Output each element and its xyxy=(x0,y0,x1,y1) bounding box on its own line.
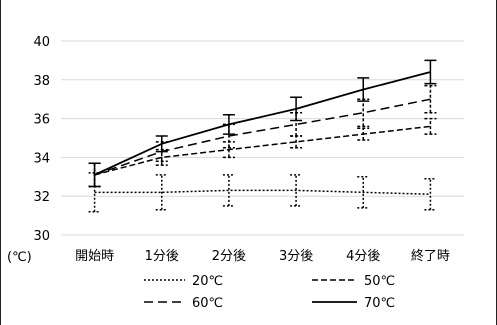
error-bar xyxy=(357,176,370,209)
error-bar xyxy=(88,162,101,188)
error-bar xyxy=(155,174,168,211)
series-line xyxy=(94,125,431,176)
y-axis: 30 32 34 36 38 40 xyxy=(33,35,50,244)
x-tick-label: 終了時 xyxy=(411,248,450,264)
y-tick-label: 34 xyxy=(33,151,50,166)
series-60 xyxy=(88,84,437,188)
legend-label: 20℃ xyxy=(192,274,223,289)
y-tick-label: 30 xyxy=(33,229,50,244)
legend-item-70: 70℃ xyxy=(312,296,395,311)
error-bar xyxy=(424,59,437,85)
y-tick-label: 38 xyxy=(33,74,50,89)
series-70 xyxy=(88,59,437,188)
error-bar xyxy=(424,117,437,135)
series-20 xyxy=(88,172,437,213)
series-line xyxy=(94,98,431,176)
y-tick-label: 36 xyxy=(33,113,50,128)
y-unit-label: (℃) xyxy=(7,250,32,265)
series-line xyxy=(94,189,431,196)
error-bar xyxy=(424,84,437,114)
error-bars xyxy=(88,172,437,213)
x-tick-label: 開始時 xyxy=(75,249,114,264)
error-bar xyxy=(424,177,437,211)
legend-label: 50℃ xyxy=(364,274,395,289)
legend: 20℃ 50℃ 60℃ 70℃ xyxy=(144,274,395,311)
legend-item-50: 50℃ xyxy=(312,274,395,289)
error-bar xyxy=(290,174,303,207)
y-tick-label: 32 xyxy=(33,190,50,205)
legend-label: 60℃ xyxy=(192,296,223,311)
legend-item-60: 60℃ xyxy=(144,296,223,311)
x-tick-label: 4分後 xyxy=(346,249,380,264)
series-line xyxy=(94,71,431,176)
legend-item-20: 20℃ xyxy=(144,274,223,289)
series-layer xyxy=(88,59,437,213)
x-tick-label: 2分後 xyxy=(212,249,246,264)
grid xyxy=(61,40,464,236)
legend-label: 70℃ xyxy=(364,296,395,311)
error-bar xyxy=(222,174,235,207)
y-tick-label: 40 xyxy=(33,35,50,50)
x-tick-label: 1分後 xyxy=(145,249,179,264)
error-bars xyxy=(88,84,437,188)
x-axis: 開始時 1分後 2分後 3分後 4分後 終了時 xyxy=(75,248,450,264)
x-tick-label: 3分後 xyxy=(279,249,313,264)
